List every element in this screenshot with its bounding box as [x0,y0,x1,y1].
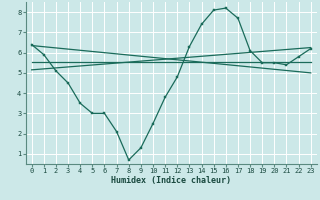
X-axis label: Humidex (Indice chaleur): Humidex (Indice chaleur) [111,176,231,185]
